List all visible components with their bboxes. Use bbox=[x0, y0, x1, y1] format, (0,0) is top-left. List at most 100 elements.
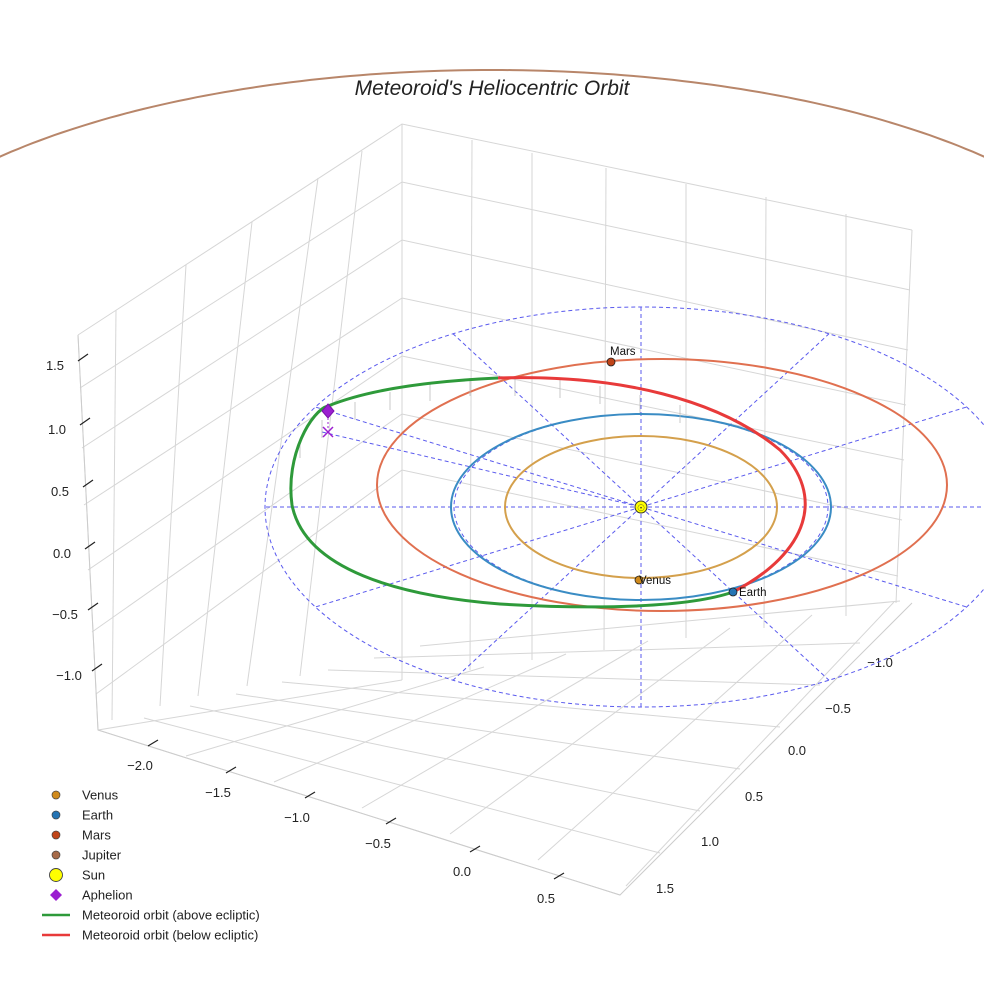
meteoroid-orbit-below bbox=[497, 376, 807, 594]
planet-label-earth: Earth bbox=[739, 587, 767, 599]
y-tick-label: 1.5 bbox=[656, 881, 674, 896]
ecliptic-spoke bbox=[452, 333, 642, 508]
sun-marker bbox=[634, 500, 648, 514]
aphelion-projection-b bbox=[322, 426, 334, 438]
x-tick-mark bbox=[385, 817, 397, 825]
x-tick-label: −2.0 bbox=[127, 758, 153, 773]
z-tick-label: 1.0 bbox=[48, 422, 66, 437]
grid-line-floor-a-6 bbox=[625, 601, 895, 887]
y-tick-label: −0.5 bbox=[825, 701, 851, 716]
legend-item: Meteoroid orbit (below ecliptic) bbox=[42, 928, 258, 943]
planet-point-mars bbox=[606, 357, 616, 367]
legend-swatch-venus bbox=[51, 790, 61, 800]
y-tick-label: 1.0 bbox=[701, 834, 719, 849]
z-tick-mark bbox=[91, 663, 103, 672]
markers: ☉ Mars Venus Earth bbox=[321, 346, 767, 599]
ecliptic-spoke bbox=[315, 406, 642, 508]
legend-swatch-aphelion bbox=[50, 889, 62, 901]
grid-line-z-0 bbox=[77, 123, 913, 336]
ecliptic-spoke bbox=[640, 506, 967, 608]
z-tick-label: −0.5 bbox=[52, 607, 78, 622]
planet-label-venus: Venus bbox=[639, 575, 671, 587]
axis-edges bbox=[77, 334, 913, 896]
axes bbox=[77, 334, 913, 896]
ecliptic-spoke bbox=[315, 506, 642, 608]
ecliptic-spoke bbox=[452, 506, 642, 681]
z-tick-label: 0.5 bbox=[51, 484, 69, 499]
legend-swatch-jupiter bbox=[51, 850, 61, 860]
x-tick-mark bbox=[553, 872, 565, 880]
legend-label: Aphelion bbox=[82, 888, 133, 903]
x-tick-mark bbox=[304, 791, 316, 799]
grid-line-back-3 bbox=[603, 167, 607, 651]
aphelion-line bbox=[321, 431, 642, 508]
grid-line-left-3 bbox=[197, 221, 253, 697]
legend-label: Earth bbox=[82, 808, 113, 823]
grid-line-floor-a-1 bbox=[185, 666, 485, 757]
legend: Venus Earth Mars Jupiter Sun Aphelion Meteoroi… bbox=[42, 788, 260, 943]
z-tick-mark bbox=[82, 479, 94, 488]
planet-point-earth bbox=[728, 587, 738, 597]
grid-line-floor-b-6 bbox=[373, 642, 861, 659]
tick-labels: −2.0 −1.5 −1.0 −0.5 0.0 0.5 −1.0 −0.5 0.0 0.5 1.0 1… bbox=[46, 353, 893, 906]
grid-line-z-2 bbox=[81, 239, 909, 449]
legend-item: Meteoroid orbit (above ecliptic) bbox=[42, 908, 260, 923]
legend-item: Jupiter bbox=[51, 848, 122, 863]
legend-swatch-sun bbox=[49, 868, 63, 882]
grid-line-floor-b-3 bbox=[235, 693, 741, 770]
x-tick-mark bbox=[225, 766, 237, 774]
grid-line-z-4 bbox=[87, 355, 905, 571]
legend-item: Venus bbox=[51, 788, 119, 803]
grid-line-floor-a-5 bbox=[537, 614, 813, 861]
z-tick-mark bbox=[77, 353, 89, 362]
y-tick-label: 0.0 bbox=[788, 743, 806, 758]
legend-swatch-mars bbox=[51, 830, 61, 840]
legend-item: Earth bbox=[51, 808, 113, 823]
legend-label: Meteoroid orbit (above ecliptic) bbox=[82, 908, 260, 923]
y-tick-label: 0.5 bbox=[745, 789, 763, 804]
legend-item: Aphelion bbox=[50, 888, 133, 903]
grid-line-back-7 bbox=[895, 229, 913, 604]
grid-line-floor-a-4 bbox=[449, 627, 731, 835]
left-pane bbox=[78, 124, 402, 730]
grid-line-left-2 bbox=[159, 264, 187, 707]
planet-label-mars: Mars bbox=[610, 346, 636, 358]
orbits bbox=[0, 69, 984, 708]
legend-label: Sun bbox=[82, 868, 105, 883]
grid-line-back-5 bbox=[763, 196, 767, 629]
grid-line-floor-a-3 bbox=[361, 640, 649, 809]
x-tick-label: −1.0 bbox=[284, 810, 310, 825]
orbit-jupiter bbox=[0, 69, 984, 158]
z-tick-mark bbox=[87, 602, 99, 611]
z-tick-mark bbox=[84, 541, 96, 550]
grid-line-z-5 bbox=[91, 413, 903, 633]
legend-label: Venus bbox=[82, 788, 119, 803]
x-tick-label: 0.5 bbox=[537, 891, 555, 906]
x-tick-label: −0.5 bbox=[365, 836, 391, 851]
z-tick-label: 1.5 bbox=[46, 358, 64, 373]
meteoroid-orbit-above bbox=[289, 376, 734, 609]
grid-line-z-3 bbox=[83, 297, 907, 506]
z-tick-mark bbox=[79, 417, 91, 426]
orbit-mars bbox=[376, 358, 948, 612]
grid-line-back-1 bbox=[469, 139, 473, 671]
back-pane bbox=[402, 124, 912, 680]
legend-label: Meteoroid orbit (below ecliptic) bbox=[82, 928, 258, 943]
sun-symbol: ☉ bbox=[637, 503, 645, 513]
planet-point-venus bbox=[634, 575, 644, 585]
chart-title: Meteoroid's Heliocentric Orbit bbox=[355, 77, 631, 100]
y-tick-label: −1.0 bbox=[867, 655, 893, 670]
grid-line-floor-b-2 bbox=[189, 705, 701, 812]
grid-line-z-6 bbox=[95, 469, 899, 695]
x-tick-label: −1.5 bbox=[205, 785, 231, 800]
legend-item: Sun bbox=[49, 868, 105, 883]
grid-line-floor-b-7 bbox=[419, 600, 901, 647]
grid-line-left-1 bbox=[111, 309, 117, 721]
grid-line-z-1 bbox=[79, 181, 911, 389]
legend-label: Jupiter bbox=[82, 848, 122, 863]
legend-item: Mars bbox=[51, 828, 111, 843]
z-tick-label: 0.0 bbox=[53, 546, 71, 561]
grid-line-floor-b-5 bbox=[327, 669, 821, 686]
x-tick-label: 0.0 bbox=[453, 864, 471, 879]
